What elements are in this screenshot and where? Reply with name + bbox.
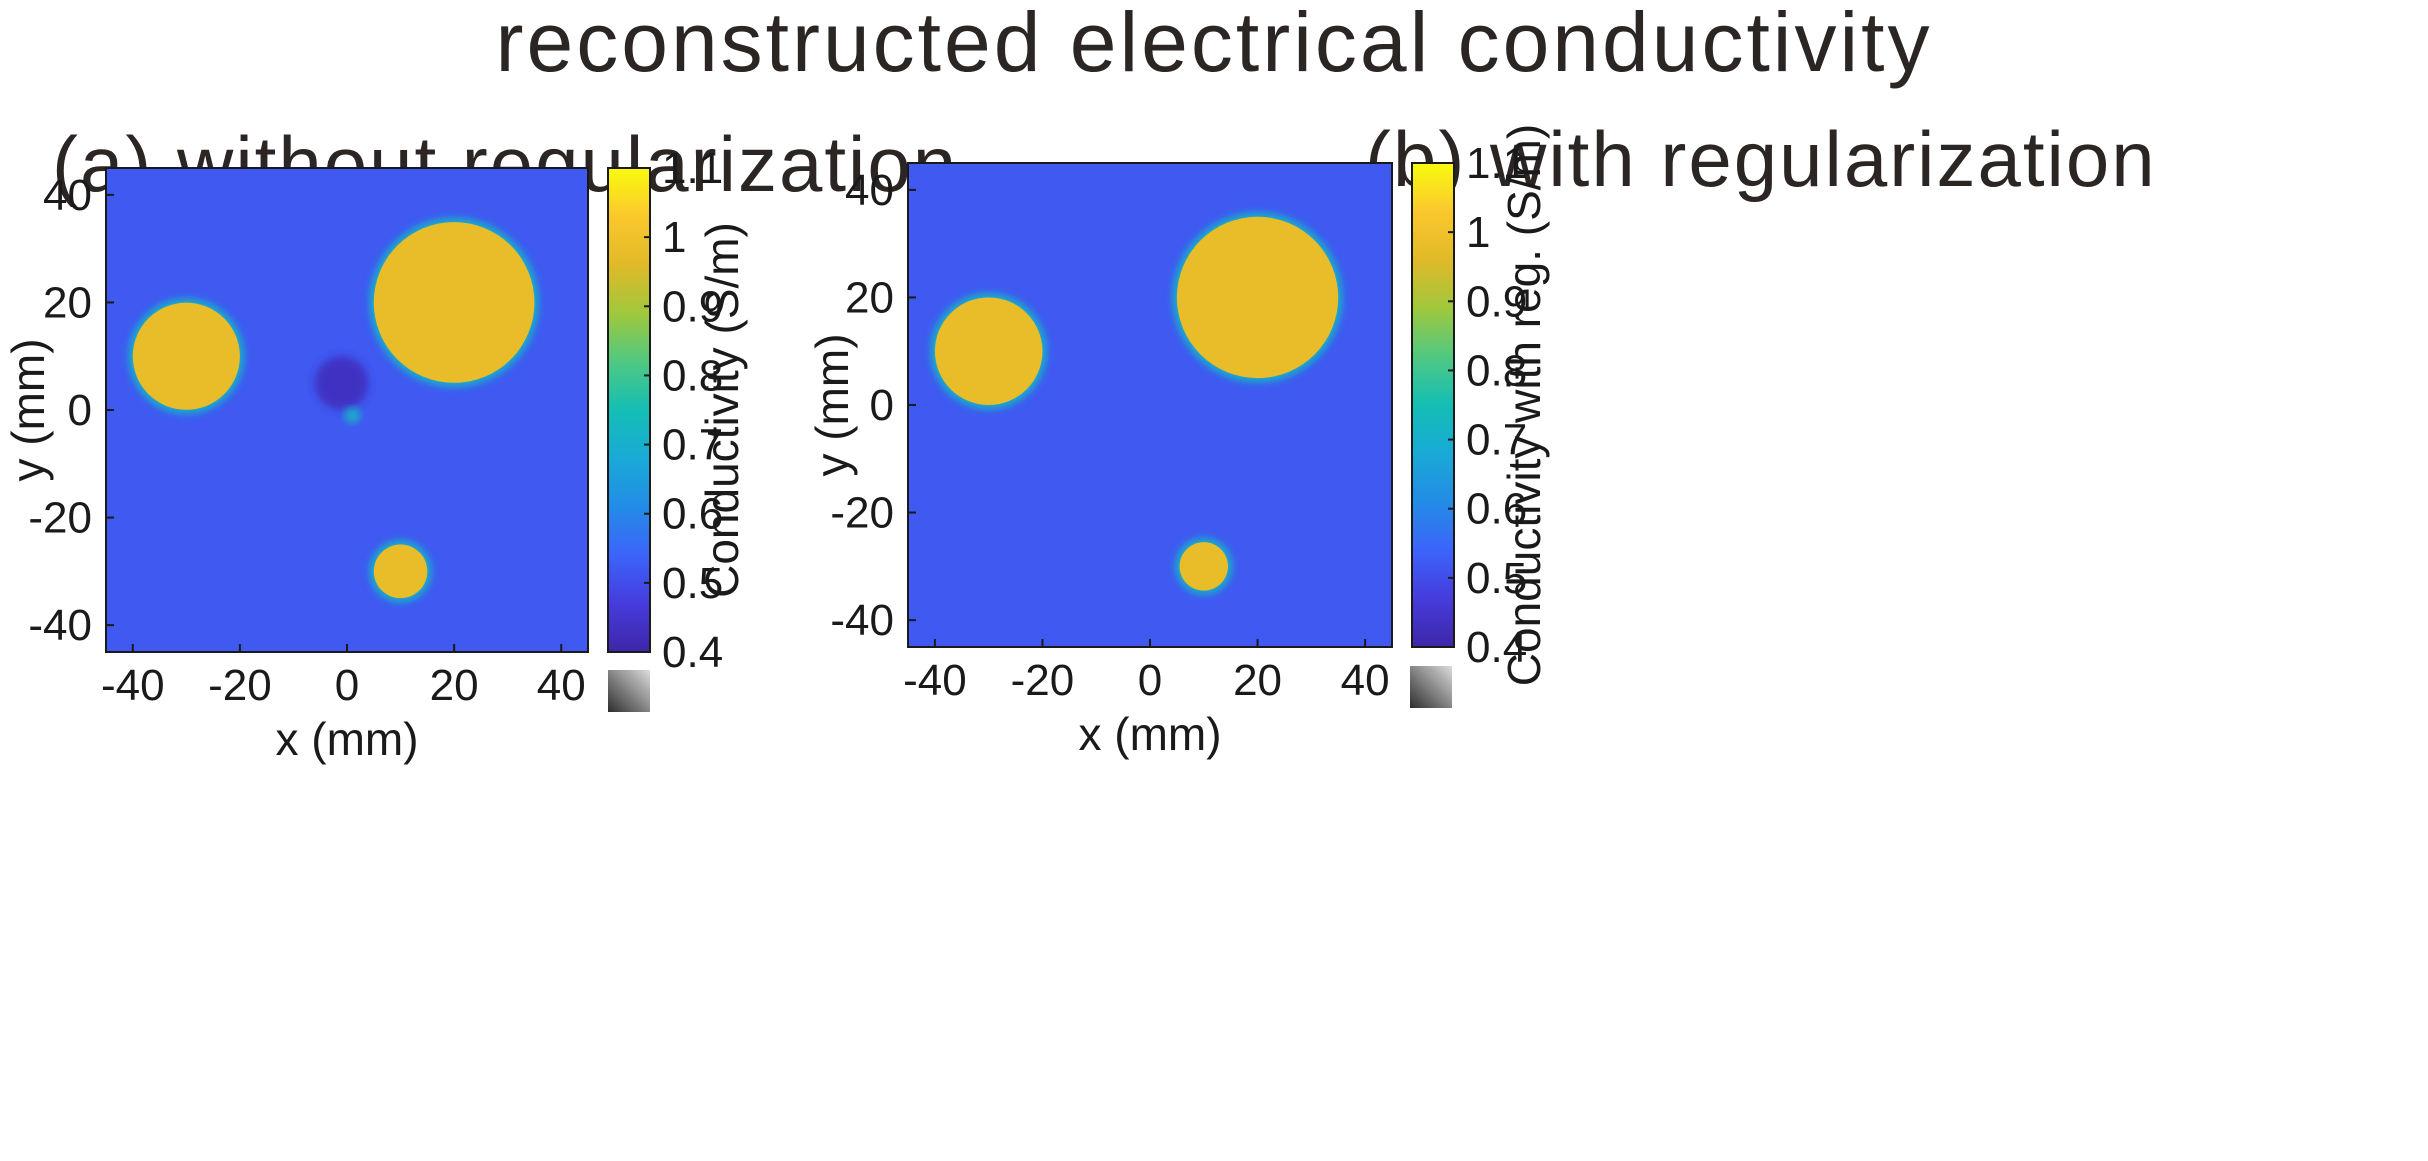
x-tick-label: 0 xyxy=(1138,656,1162,705)
colorbar-tick-label: 0.6 xyxy=(1466,485,1527,534)
artifact-spot xyxy=(314,356,369,410)
heatmap-field xyxy=(930,212,1343,595)
inclusion-circle xyxy=(934,297,1043,405)
x-tick-label: 20 xyxy=(430,661,479,710)
colorbar-tick-label: 0.7 xyxy=(1466,416,1527,465)
y-axis-label: y (mm) xyxy=(2,338,54,481)
colorbar-tick-label: 0.6 xyxy=(662,490,723,539)
y-tick-label: -20 xyxy=(28,494,92,543)
colorbar-tick-label: 0.8 xyxy=(662,351,723,400)
colorbar-tick-label: 0.9 xyxy=(1466,277,1527,326)
panel-b-title: (b) with regularization xyxy=(1365,115,2157,203)
y-tick-label: -20 xyxy=(830,489,894,538)
gray-swatch xyxy=(1410,666,1452,708)
colorbar-tick-label: 0.4 xyxy=(662,628,723,677)
inclusion-circle xyxy=(132,302,240,410)
x-tick-label: 40 xyxy=(537,661,586,710)
colorbar-tick-label: 1 xyxy=(1466,208,1490,257)
y-tick-label: 20 xyxy=(43,278,92,327)
x-tick-label: -20 xyxy=(208,661,272,710)
inclusion-circle xyxy=(373,222,535,383)
x-tick-label: 20 xyxy=(1233,656,1282,705)
y-tick-label: 20 xyxy=(845,273,894,322)
x-tick-label: -40 xyxy=(903,656,967,705)
colorbar xyxy=(607,167,651,653)
x-axis-label: x (mm) xyxy=(1078,708,1221,760)
colorbar-tick-label: 0.9 xyxy=(662,282,723,331)
y-axis-label: y (mm) xyxy=(806,333,858,476)
colorbar xyxy=(1411,162,1455,648)
colorbar-label: Conductivity (S/m) xyxy=(696,222,748,598)
x-tick-label: -40 xyxy=(101,661,165,710)
heatmap-field xyxy=(128,218,539,603)
y-tick-label: 0 xyxy=(870,381,894,430)
y-tick-label: -40 xyxy=(830,596,894,645)
colorbar-tick-label: 0.8 xyxy=(1466,346,1527,395)
inclusion-circle xyxy=(1179,542,1228,591)
colorbar-label: Conductivity with reg. (S/m) xyxy=(1498,124,1550,686)
colorbar-tick-label: 0.7 xyxy=(662,421,723,470)
colorbar-tick-label: 1.1 xyxy=(1466,139,1527,188)
panel-b-chart: -40 -20 0 20 40 -40 -20 0 20 40 x (mm) y (mm) 0.4 0.5… xyxy=(806,124,1550,760)
inclusion-circle xyxy=(1176,216,1339,379)
colorbar-tick-label: 1 xyxy=(662,213,686,262)
gray-swatch xyxy=(608,670,650,712)
x-axis-label: x (mm) xyxy=(275,713,418,765)
artifact-spot xyxy=(344,407,361,424)
y-tick-label: 0 xyxy=(68,386,92,435)
y-tick-label: -40 xyxy=(28,601,92,650)
colorbar-tick-label: 0.4 xyxy=(1466,623,1527,672)
colorbar-tick-label: 0.5 xyxy=(662,559,723,608)
panel-a-chart: -40 -20 0 20 40 -40 -20 0 20 40 x (mm) y (mm) 0.4 0.5… xyxy=(2,144,748,765)
figure-title: reconstructed electrical conductivity xyxy=(495,0,1933,89)
inclusion-circle xyxy=(373,544,428,599)
x-tick-label: 0 xyxy=(335,661,359,710)
colorbar-tick-label: 0.5 xyxy=(1466,554,1527,603)
x-tick-label: 40 xyxy=(1341,656,1390,705)
x-tick-label: -20 xyxy=(1011,656,1075,705)
y-tick-label: 40 xyxy=(845,166,894,215)
y-tick-label: 40 xyxy=(43,171,92,220)
colorbar-tick-label: 1.1 xyxy=(662,144,723,193)
